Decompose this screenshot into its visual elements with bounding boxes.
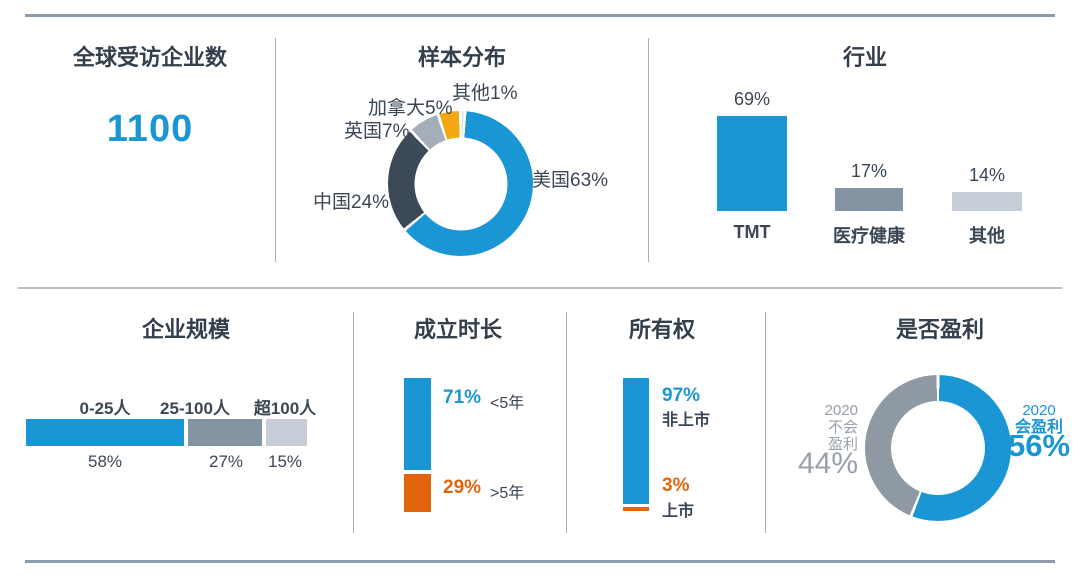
ownership-value-listed: 3% [662,475,690,496]
industry-bar-name-healthcare: 医疗健康 [833,226,905,246]
donut-hole [414,137,507,230]
age-name-under-5y: <5年 [490,395,525,412]
bottom-border-line [25,560,1055,563]
age-bar-under-5y [404,378,431,470]
profit-right-year: 2020 [1022,402,1056,419]
profit-right-value: 56% [1007,428,1071,463]
profit-left-year: 2020 [824,402,858,419]
profitability-donut-chart [865,375,1011,521]
panel-title-founding-age: 成立时长 [413,317,503,342]
size-segment-0-25 [26,419,184,446]
size-segment-value-0-25: 58% [87,452,123,471]
middle-divider-line [18,287,1062,289]
age-name-over-5y: >5年 [490,485,525,502]
industry-bar-tmt [717,116,787,211]
slice-label-canada: 加拿大5% [368,98,453,119]
ownership-bar-listed [623,507,649,511]
size-segment-100plus [266,419,307,446]
ownership-name-private: 非上市 [662,412,711,429]
panel-title-profitability: 是否盈利 [895,317,985,342]
industry-bar-healthcare [835,188,903,211]
slice-label-china: 中国24% [313,192,390,213]
divider-ownership-profit [765,312,766,533]
industry-bar-value-healthcare: 17% [850,161,888,181]
ownership-name-listed: 上市 [662,503,695,520]
ownership-value-private: 97% [662,385,701,406]
industry-bar-name-tmt: TMT [733,222,771,242]
divider-size-age [353,312,354,533]
divider-sample-industry [648,38,649,262]
profit-right-text: 会盈利 [1014,419,1063,436]
panel-title-total: 全球受访企业数 [72,45,228,70]
age-value-over-5y: 29% [443,477,482,498]
panel-title-sample-distribution: 样本分布 [417,45,507,70]
divider-total-sample [275,38,276,262]
profit-label-profitable: 2020 会盈利 56% [1000,402,1078,463]
size-segment-name-100plus: 超100人 [253,399,317,418]
panel-title-company-size: 企业规模 [141,317,231,342]
size-segment-25-100 [188,419,262,446]
slice-label-usa: 美国63% [532,170,609,191]
ownership-bar-private [623,378,649,504]
divider-age-ownership [566,312,567,533]
size-segment-value-25-100: 27% [208,452,244,471]
sample-distribution-donut-chart [388,111,533,256]
profit-left-text2: 盈利 [827,436,858,453]
donut-hole [891,401,985,495]
profit-label-not-profitable: 2020 不会 盈利 44% [788,402,858,480]
size-segment-name-25-100: 25-100人 [160,399,230,418]
total-respondents-value: 1100 [106,108,194,150]
size-segment-name-0-25: 0-25人 [79,399,131,418]
profit-left-value: 44% [797,447,858,480]
age-bar-over-5y [404,474,431,512]
industry-bar-value-other: 14% [968,165,1006,185]
panel-title-industry: 行业 [842,45,888,70]
slice-label-other: 其他1% [452,83,518,104]
industry-bar-other [952,192,1022,211]
industry-bar-name-other: 其他 [969,226,1005,246]
profit-left-text1: 不会 [827,419,858,436]
slice-label-uk: 英国7% [344,121,410,142]
top-border-line [25,14,1055,17]
age-value-under-5y: 71% [443,387,482,408]
panel-title-ownership: 所有权 [628,317,696,342]
industry-bar-value-tmt: 69% [733,89,771,109]
size-segment-value-100plus: 15% [267,452,303,471]
